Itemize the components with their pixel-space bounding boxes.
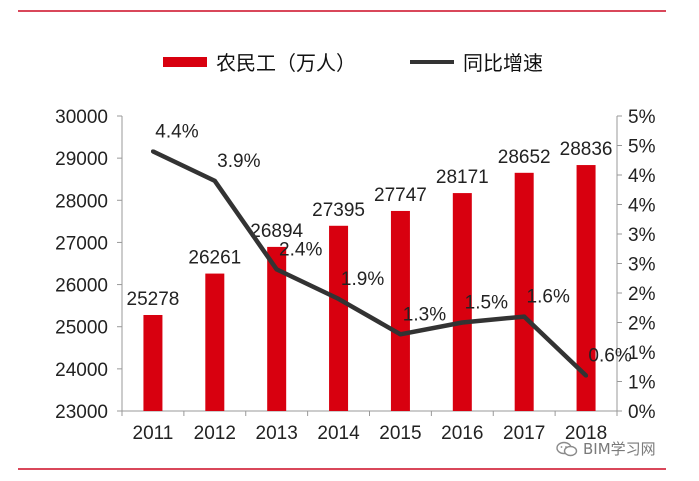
line-labels: 4.4% 3.9% 2.4% 1.9% 1.3% 1.5% 1.6% 0.6% [155, 121, 632, 366]
y-right-tick-label: 3% [628, 255, 656, 276]
bar-data-label: 28836 [560, 139, 613, 160]
y-right-tick-label: 4% [628, 196, 656, 217]
x-tick-label: 2018 [565, 423, 607, 444]
bottom-divider [18, 468, 666, 470]
bar-data-label: 28171 [436, 167, 489, 188]
y-left-tick-label: 26000 [55, 276, 108, 297]
x-tick-label: 2016 [441, 423, 483, 444]
watermark-text: BIM学习网 [583, 440, 656, 458]
x-tick-label: 2013 [256, 423, 298, 444]
y-right-tick-label: 1% [628, 343, 656, 364]
y-left-tick-label: 23000 [55, 402, 108, 423]
legend-swatch-bar [163, 57, 207, 67]
y-left-tick-label: 25000 [55, 318, 108, 339]
bar [576, 165, 596, 411]
y-right-tick-label: 5% [628, 137, 656, 158]
line-point [274, 267, 279, 272]
y-left-tick-label: 29000 [55, 149, 108, 170]
bar-data-label: 25278 [127, 289, 180, 310]
bar-labels: 25278 26261 26894 27395 27747 28171 28652 28836 [127, 139, 613, 310]
bar-data-label: 26894 [250, 221, 303, 242]
y-right-tick-label: 2% [628, 314, 656, 335]
bar [143, 314, 163, 411]
y-right-tick-label: 2% [628, 284, 656, 305]
bar-series [143, 165, 596, 411]
axes [117, 115, 622, 416]
bar [329, 225, 349, 411]
legend-label-bar: 农民工（万人） [216, 51, 356, 75]
line-data-label: 2.4% [279, 239, 322, 260]
y-right-tick-label: 3% [628, 225, 656, 246]
wechat-icon [556, 441, 578, 456]
x-tick-label: 2014 [317, 423, 360, 444]
y-left-tick-label: 28000 [55, 191, 108, 212]
line-data-label: 4.4% [155, 121, 198, 142]
y-right-tick-label: 0% [628, 402, 656, 423]
x-tick-label: 2017 [503, 423, 545, 444]
y-left-tick-label: 30000 [55, 107, 108, 128]
line-point [336, 296, 341, 301]
bar-data-label: 26261 [188, 248, 241, 269]
line-point [460, 320, 465, 325]
x-tick-label: 2015 [379, 423, 421, 444]
bar-data-label: 27747 [374, 185, 427, 206]
bar [205, 273, 225, 411]
bar [267, 246, 287, 411]
legend-label-line: 同比增速 [463, 51, 543, 75]
line-path [151, 149, 588, 378]
line-data-label: 3.9% [217, 151, 260, 172]
line-series [150, 149, 589, 378]
legend: 农民工（万人） 同比增速 [163, 51, 543, 75]
y-right-tick-label: 5% [628, 107, 656, 128]
y-right-tick-label: 1% [628, 373, 656, 394]
watermark: BIM学习网 [556, 438, 656, 459]
line-data-label: 1.9% [341, 269, 384, 290]
line-point [212, 178, 217, 183]
line-point [522, 314, 527, 319]
line-point [584, 373, 589, 378]
line-data-label: 0.6% [588, 346, 631, 367]
line-data-label: 1.6% [527, 287, 570, 308]
line-data-label: 1.5% [465, 293, 508, 314]
line-point [398, 332, 403, 337]
top-divider [18, 10, 666, 12]
x-tick-label: 2012 [194, 423, 236, 444]
x-tick-label: 2011 [133, 423, 174, 444]
bar [514, 172, 534, 411]
line-point [150, 149, 155, 154]
tick-labels: 30000 29000 28000 27000 26000 25000 24000 23000… [55, 107, 655, 444]
bar-data-label: 27395 [312, 200, 365, 221]
line-data-label: 1.3% [403, 304, 446, 325]
y-left-tick-label: 24000 [55, 360, 108, 381]
bar [452, 193, 472, 411]
bar [390, 210, 410, 411]
bar-data-label: 28652 [498, 147, 551, 168]
y-left-tick-label: 27000 [55, 233, 108, 254]
y-right-tick-label: 4% [628, 166, 656, 187]
